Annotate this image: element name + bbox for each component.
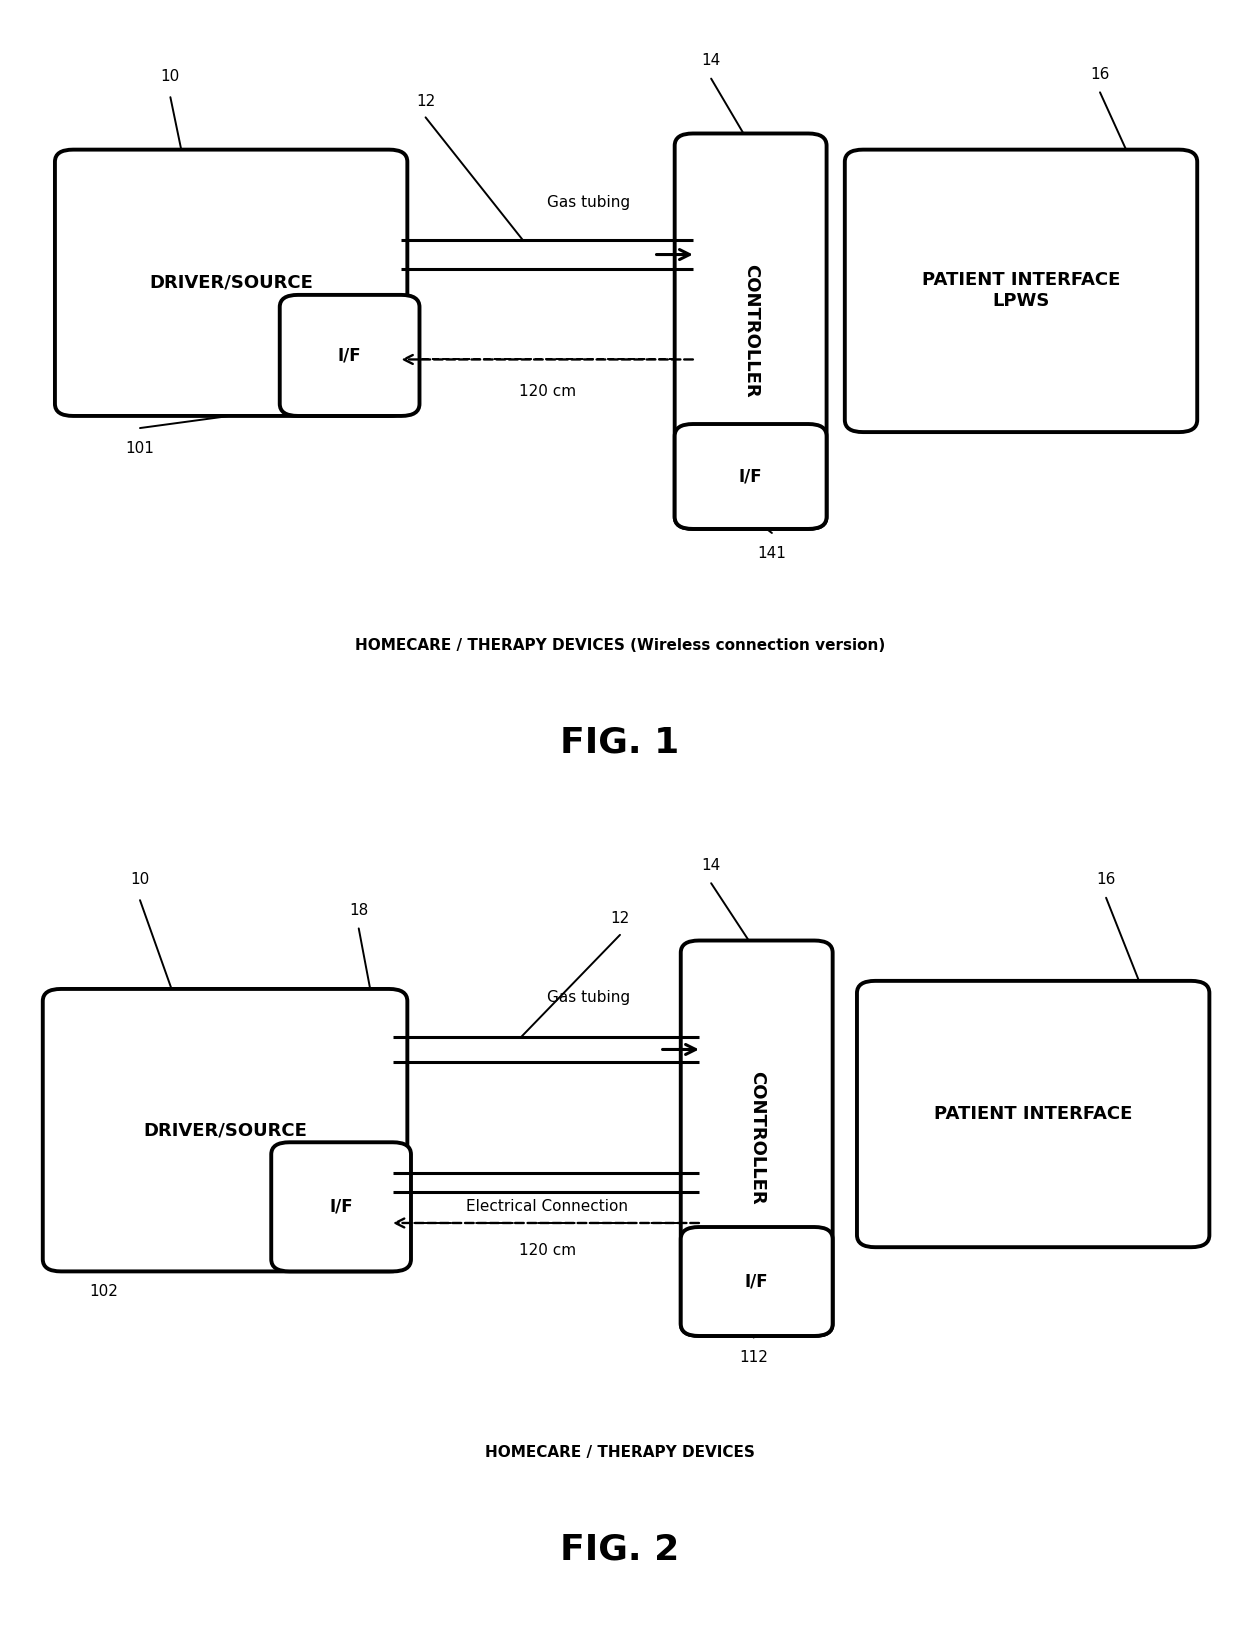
FancyBboxPatch shape — [681, 1227, 832, 1336]
Text: I/F: I/F — [739, 468, 763, 486]
Text: 16: 16 — [1090, 68, 1110, 82]
Text: I/F: I/F — [337, 346, 361, 364]
Text: 14: 14 — [702, 858, 720, 873]
Text: 12: 12 — [415, 94, 435, 109]
Text: 10: 10 — [130, 873, 150, 888]
FancyBboxPatch shape — [675, 423, 827, 529]
Text: DRIVER/SOURCE: DRIVER/SOURCE — [149, 273, 312, 292]
FancyBboxPatch shape — [857, 982, 1209, 1247]
FancyBboxPatch shape — [42, 988, 407, 1271]
FancyBboxPatch shape — [55, 150, 407, 417]
FancyBboxPatch shape — [272, 1143, 410, 1271]
Text: HOMECARE / THERAPY DEVICES (Wireless connection version): HOMECARE / THERAPY DEVICES (Wireless con… — [355, 639, 885, 654]
Text: HOMECARE / THERAPY DEVICES: HOMECARE / THERAPY DEVICES — [485, 1446, 755, 1461]
Text: 10: 10 — [161, 69, 180, 84]
Text: CONTROLLER: CONTROLLER — [742, 265, 760, 399]
Text: 102: 102 — [89, 1285, 118, 1299]
Text: Electrical Connection: Electrical Connection — [466, 1199, 629, 1214]
Text: 101: 101 — [125, 441, 155, 456]
FancyBboxPatch shape — [681, 940, 832, 1336]
Text: 120 cm: 120 cm — [518, 384, 575, 399]
FancyBboxPatch shape — [280, 295, 419, 417]
Text: CONTROLLER: CONTROLLER — [748, 1072, 766, 1206]
Text: PATIENT INTERFACE: PATIENT INTERFACE — [934, 1105, 1132, 1123]
Text: 18: 18 — [350, 903, 368, 917]
Text: 14: 14 — [702, 53, 720, 69]
Text: FIG. 2: FIG. 2 — [560, 1533, 680, 1566]
Text: 12: 12 — [610, 911, 630, 926]
Text: Gas tubing: Gas tubing — [547, 194, 630, 211]
Text: FIG. 1: FIG. 1 — [560, 726, 680, 759]
Text: I/F: I/F — [745, 1273, 769, 1291]
Text: 120 cm: 120 cm — [518, 1243, 575, 1258]
FancyBboxPatch shape — [675, 133, 827, 529]
Text: 16: 16 — [1096, 873, 1116, 888]
Text: 112: 112 — [739, 1351, 768, 1365]
Text: I/F: I/F — [330, 1197, 353, 1215]
Text: PATIENT INTERFACE
LPWS: PATIENT INTERFACE LPWS — [921, 272, 1120, 310]
Text: Gas tubing: Gas tubing — [547, 990, 630, 1005]
FancyBboxPatch shape — [844, 150, 1197, 432]
Text: 141: 141 — [758, 545, 786, 560]
Text: DRIVER/SOURCE: DRIVER/SOURCE — [143, 1122, 308, 1140]
